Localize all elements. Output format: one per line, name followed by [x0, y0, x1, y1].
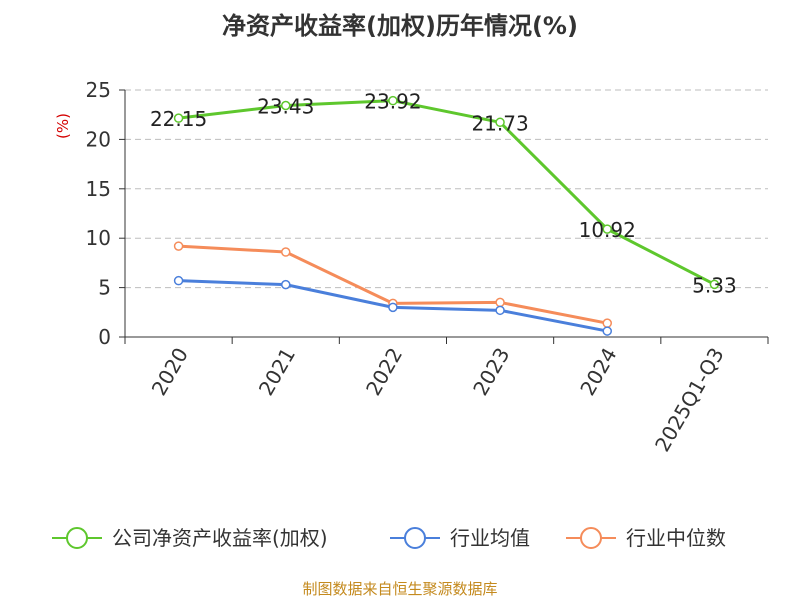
x-tick-label: 2025Q1-Q3 [650, 344, 729, 456]
data-point [602, 318, 612, 328]
source-note: 制图数据来自恒生聚源数据库 [302, 580, 497, 598]
data-label: 22.15 [150, 107, 207, 131]
y-tick-label: 10 [86, 226, 111, 250]
x-tick-label: 2021 [254, 344, 300, 400]
grid [125, 89, 768, 289]
y-tick-label: 20 [86, 127, 111, 151]
data-label: 21.73 [471, 111, 528, 135]
legend-label: 行业中位数 [626, 526, 726, 550]
legend-swatch-marker [66, 527, 88, 549]
data-point [495, 117, 505, 128]
series-line [178, 99, 716, 286]
legend-label: 行业均值 [450, 526, 530, 550]
data-point [388, 95, 398, 106]
data-label: 23.92 [364, 90, 421, 114]
data-point [281, 100, 291, 111]
x-tick-label: 2024 [575, 344, 621, 400]
data-point [602, 224, 612, 234]
axes: 0 5 10 15 20 25 2020 2021 2022 2023 2024 2025Q1-Q3 [86, 78, 769, 456]
x-tick-label: 2020 [147, 344, 193, 400]
y-tick-label: 0 [98, 325, 111, 349]
y-axis-label: (%) [54, 113, 72, 139]
legend-label: 公司净资产收益率(加权) [112, 526, 328, 550]
data-label: 5.33 [692, 273, 737, 297]
y-tick-label: 25 [86, 78, 111, 102]
data-point [495, 305, 505, 316]
data-label: 23.43 [257, 95, 314, 119]
data-point [602, 326, 612, 336]
data-point [495, 297, 505, 308]
legend-swatch-marker [580, 527, 602, 549]
data-point [281, 247, 291, 257]
x-tick-label: 2022 [361, 344, 407, 400]
data-point [388, 302, 398, 313]
data-point [709, 279, 720, 290]
series-group [173, 95, 720, 336]
data-point [281, 279, 291, 290]
data-label: 10.92 [579, 218, 636, 242]
legend: 公司净资产收益率(加权) 行业均值 行业中位数 [52, 526, 726, 550]
y-tick-label: 15 [86, 177, 111, 201]
data-labels: 22.15 23.43 23.92 21.73 10.92 5.33 [150, 90, 737, 298]
x-tick-label: 2023 [468, 344, 514, 400]
legend-swatch-marker [404, 527, 426, 549]
data-point [173, 275, 184, 286]
chart-title: 净资产收益率(加权)历年情况(%) [222, 12, 578, 40]
data-point [173, 113, 184, 123]
data-point [173, 241, 184, 251]
y-tick-label: 5 [98, 276, 111, 300]
